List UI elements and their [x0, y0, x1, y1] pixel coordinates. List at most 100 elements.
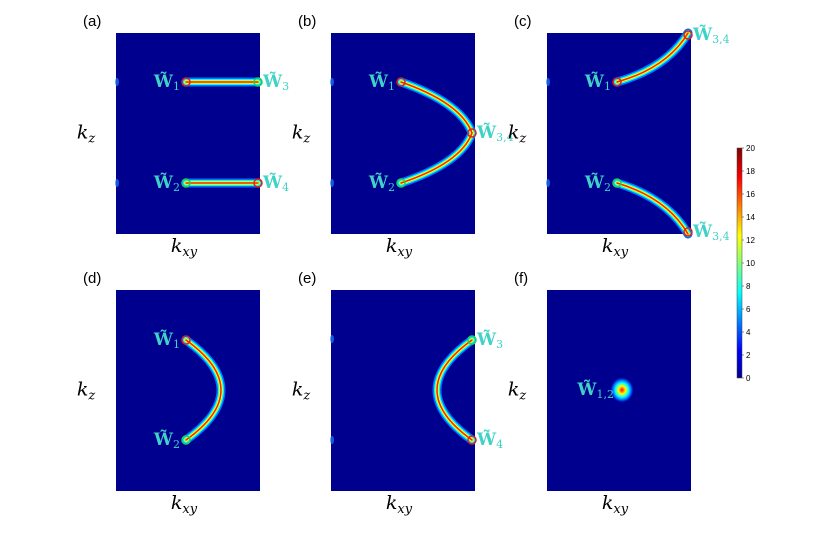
x-axis-label: kxy	[602, 235, 629, 260]
node-marker	[467, 435, 477, 445]
x-axis-label: kxy	[386, 235, 413, 260]
node-label: W̃2	[153, 430, 180, 451]
text-part: 1	[173, 80, 180, 93]
text-part: W̃	[692, 25, 713, 45]
node-label: W̃1,2	[576, 380, 614, 401]
colorbar	[736, 147, 743, 379]
text-part: k	[292, 122, 304, 144]
node-marker	[467, 128, 477, 138]
node-label: W̃3,4	[692, 222, 730, 243]
text-part: k	[602, 235, 614, 257]
text-part: W̃	[368, 72, 389, 92]
node-marker	[683, 227, 693, 237]
x-axis-label: kxy	[171, 492, 198, 517]
colorbar-tick-label: 16	[746, 190, 755, 199]
node-marker	[467, 335, 477, 345]
colorbar-tick-label: 10	[746, 259, 755, 268]
node-marker	[612, 77, 622, 87]
node-label: W̃1	[153, 330, 180, 351]
text-part: z	[302, 132, 310, 147]
panel-label: (e)	[298, 270, 316, 287]
edge-spot	[330, 436, 334, 444]
fermi-arc	[616, 32, 689, 83]
text-part: W̃	[153, 330, 174, 350]
text-part: k	[508, 122, 520, 144]
colorbar-tick-label: 8	[746, 282, 751, 291]
edge-spot	[330, 179, 334, 187]
node-marker	[181, 77, 191, 87]
text-part: xy	[182, 502, 197, 517]
node-label: W̃2	[584, 173, 611, 194]
text-part: 4	[282, 181, 289, 194]
colorbar-tick-label: 20	[746, 144, 755, 153]
text-part: xy	[613, 502, 628, 517]
node-marker	[683, 30, 693, 40]
node-label: W̃3	[262, 72, 289, 93]
node-label: W̃3	[476, 330, 503, 351]
node-marker	[181, 435, 191, 445]
heatmap	[116, 290, 260, 491]
text-part: z	[518, 389, 526, 404]
text-part: 1	[173, 338, 180, 351]
text-part: W̃	[153, 72, 174, 92]
text-part: 4	[496, 438, 503, 451]
text-part: z	[87, 132, 95, 147]
text-part: 1	[604, 80, 611, 93]
fermi-arc	[400, 81, 473, 184]
heatmap	[331, 290, 475, 491]
text-part: k	[508, 379, 520, 401]
text-part: xy	[397, 502, 412, 517]
panel-label: (a)	[83, 13, 101, 30]
text-part: 3	[496, 338, 503, 351]
fermi-arc	[436, 339, 473, 441]
edge-spot	[546, 179, 550, 187]
text-part: W̃	[476, 123, 497, 143]
text-part: k	[386, 235, 398, 257]
node-marker	[253, 77, 263, 87]
node-marker	[253, 178, 263, 188]
node-label: W̃2	[153, 173, 180, 194]
text-part: z	[518, 132, 526, 147]
y-axis-label: kz	[508, 122, 527, 147]
text-part: z	[87, 389, 95, 404]
text-part: 2	[388, 181, 395, 194]
node-label: W̃1	[584, 72, 611, 93]
spot	[610, 377, 634, 403]
y-axis-label: kz	[292, 379, 311, 404]
fermi-arc	[616, 182, 689, 235]
x-axis-label: kxy	[171, 235, 198, 260]
text-part: 3,4	[496, 131, 514, 144]
panel-label: (b)	[298, 13, 316, 30]
text-part: W̃	[368, 173, 389, 193]
text-part: W̃	[153, 430, 174, 450]
y-axis-label: kz	[77, 379, 96, 404]
colorbar-tick-label: 18	[746, 167, 755, 176]
x-axis-label: kxy	[386, 492, 413, 517]
node-label: W̃4	[476, 430, 503, 451]
text-part: W̃	[692, 222, 713, 242]
colorbar-tick-label: 4	[746, 328, 751, 337]
y-axis-label: kz	[508, 379, 527, 404]
node-label: W̃1	[368, 72, 395, 93]
text-part: k	[602, 492, 614, 514]
fermi-arc	[185, 339, 222, 441]
text-part: 2	[173, 181, 180, 194]
colorbar-tick-label: 14	[746, 213, 755, 222]
text-part: W̃	[153, 173, 174, 193]
text-part: 2	[173, 438, 180, 451]
colorbar-tick-label: 12	[746, 236, 755, 245]
heatmap	[547, 33, 691, 234]
text-part: W̃	[576, 380, 597, 400]
text-part: W̃	[584, 72, 605, 92]
node-label: W̃2	[368, 173, 395, 194]
node-label: W̃4	[262, 173, 289, 194]
node-label: W̃1	[153, 72, 180, 93]
node-marker	[612, 178, 622, 188]
colorbar-tick-label: 0	[746, 374, 751, 383]
edge-spot	[115, 179, 119, 187]
edge-spot	[115, 78, 119, 86]
text-part: 1,2	[597, 388, 615, 401]
text-part: k	[171, 235, 183, 257]
text-part: k	[386, 492, 398, 514]
